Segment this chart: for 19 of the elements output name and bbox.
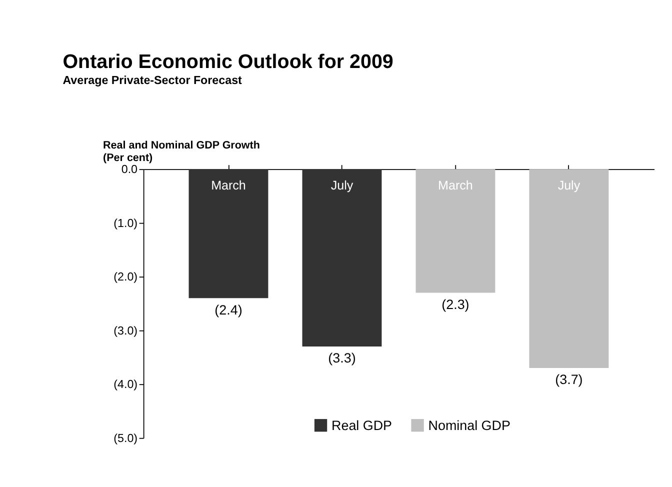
legend-label: Nominal GDP	[428, 418, 510, 433]
y-tick-label: (5.0)	[114, 432, 138, 445]
y-tick-label: (1.0)	[114, 216, 138, 230]
data-label: (2.4)	[214, 302, 242, 318]
chart-subtitle: Average Private-Sector Forecast	[62, 74, 242, 87]
y-tick-label: (3.0)	[114, 324, 138, 338]
y-tick-label: (4.0)	[114, 378, 138, 392]
x-tick-label: March	[438, 178, 473, 193]
chart-title: Ontario Economic Outlook for 2009	[62, 50, 394, 73]
x-tick-label: March	[211, 178, 246, 193]
x-tick-label: July	[330, 178, 354, 193]
y-tick-label: 0.0	[121, 163, 138, 176]
x-tick-label: July	[558, 178, 581, 193]
data-label: (3.7)	[555, 372, 583, 388]
y-axis-title: Real and Nominal GDP Growth (Per cent)	[103, 140, 260, 164]
data-label: (3.3)	[328, 350, 356, 366]
legend-label: Real GDP	[332, 418, 392, 433]
y-tick-label: (2.0)	[114, 270, 138, 284]
data-label: (2.3)	[442, 296, 470, 312]
